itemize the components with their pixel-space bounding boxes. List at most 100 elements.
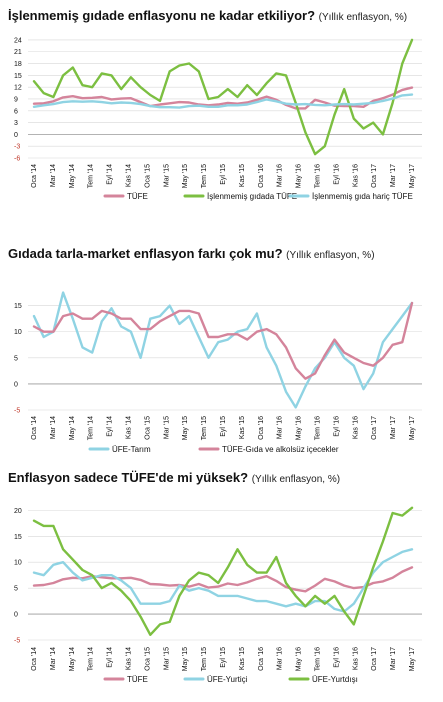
y-tick-label: 10	[14, 329, 22, 336]
y-tick-label: 9	[14, 96, 18, 103]
y-tick-label: 0	[14, 612, 18, 619]
chart-subtitle: (Yıllık enflasyon, %)	[252, 474, 340, 485]
legend-label: TÜFE-Gıda ve alkolsüz içecekler	[222, 445, 339, 454]
y-tick-label: 0	[14, 132, 18, 139]
legend-item: İşlenmemiş gıda hariç TÜFE	[288, 192, 413, 201]
x-tick-label: Oca '17	[371, 416, 378, 440]
x-tick-label: Kas '16	[352, 647, 359, 670]
x-tick-label: Kas '14	[126, 416, 133, 439]
x-tick-label: Oca '16	[258, 416, 265, 440]
y-tick-label: 15	[14, 534, 22, 541]
x-tick-label: Mar '16	[277, 647, 284, 670]
x-tick-label: Kas '14	[126, 164, 133, 187]
legend-label: İşlenmemiş gıda hariç TÜFE	[312, 192, 413, 201]
x-tick-label: Tem '15	[201, 647, 208, 671]
legend-label: ÜFE-Yurtdışı	[312, 675, 358, 684]
x-tick-label: Mar '17	[390, 647, 397, 670]
y-tick-label: -3	[14, 144, 20, 151]
x-tick-label: Oca '16	[258, 647, 265, 671]
series-line-2	[32, 301, 414, 380]
x-tick-label: Eyl '16	[333, 164, 340, 185]
x-tick-label: Oca '15	[144, 647, 151, 671]
x-tick-label: Oca '15	[144, 416, 151, 440]
x-tick-label: Mar '16	[277, 416, 284, 439]
x-tick-label: Tem '16	[315, 647, 322, 671]
x-tick-label: Kas '15	[239, 416, 246, 439]
x-tick-label: May '16	[296, 416, 303, 440]
legend-label: TÜFE	[127, 675, 148, 684]
x-tick-label: Mar '14	[50, 647, 57, 670]
x-tick-label: Tem '14	[88, 416, 95, 440]
y-tick-label: -5	[14, 408, 20, 415]
y-tick-label: 12	[14, 85, 22, 92]
x-tick-label: Tem '14	[88, 647, 95, 671]
x-tick-label: Mar '14	[50, 416, 57, 439]
x-tick-label: Tem '15	[201, 164, 208, 188]
x-tick-label: Kas '16	[352, 164, 359, 187]
legend-item: TÜFE	[103, 675, 148, 684]
legend-item: TÜFE-Gıda ve alkolsüz içecekler	[198, 445, 339, 454]
series-line-3	[32, 93, 414, 109]
x-tick-label: May '16	[296, 647, 303, 671]
y-tick-label: 5	[14, 355, 18, 362]
x-tick-label: Oca '15	[144, 164, 151, 188]
x-tick-label: Mar '17	[390, 416, 397, 439]
chart-subtitle: (Yıllık enflasyon, %)	[319, 12, 407, 23]
chart-panel-2: Gıdada tarla-market enflasyon farkı çok …	[8, 246, 422, 454]
x-tick-label: May '15	[182, 164, 189, 188]
y-tick-label: 3	[14, 120, 18, 127]
series-line-3	[32, 506, 414, 636]
x-tick-label: Eyl '15	[220, 416, 227, 437]
x-tick-label: Tem '14	[88, 164, 95, 188]
y-tick-label: 21	[14, 49, 22, 56]
x-tick-label: May '17	[409, 647, 416, 671]
x-tick-label: Kas '15	[239, 164, 246, 187]
x-tick-label: Kas '16	[352, 416, 359, 439]
x-tick-label: May '17	[409, 416, 416, 440]
x-tick-label: Eyl '16	[333, 416, 340, 437]
legend-item: İşlenmemiş gıdada TÜFE	[183, 192, 297, 201]
legend-item: TÜFE	[103, 192, 148, 201]
x-tick-label: Oca '14	[31, 164, 38, 188]
x-tick-label: Oca '17	[371, 164, 378, 188]
x-tick-label: Kas '15	[239, 647, 246, 670]
y-tick-label: 18	[14, 61, 22, 68]
chart-panel-3: Enflasyon sadece TÜFE'de mi yüksek? (Yıl…	[8, 470, 422, 684]
legend-label: ÜFE-Yurtiçi	[207, 675, 248, 684]
chart-title: Enflasyon sadece TÜFE'de mi yüksek? (Yıl…	[8, 470, 340, 485]
x-tick-label: May '14	[69, 647, 76, 671]
chart-panel-1: İşlenmemiş gıdade enflasyonu ne kadar et…	[8, 8, 422, 201]
legend-label: ÜFE-Tarım	[112, 445, 151, 454]
chart-subtitle: (Yıllık enflasyon, %)	[286, 250, 374, 261]
x-tick-label: Oca '17	[371, 647, 378, 671]
legend-label: TÜFE	[127, 192, 148, 201]
y-tick-label: 0	[14, 381, 18, 388]
series-line-1	[32, 291, 414, 409]
legend-label: İşlenmemiş gıdada TÜFE	[207, 192, 297, 201]
y-tick-label: 6	[14, 108, 18, 115]
legend-item: ÜFE-Yurtdışı	[288, 675, 358, 684]
x-tick-label: Mar '16	[277, 164, 284, 187]
x-tick-label: Mar '15	[163, 164, 170, 187]
legend-item: ÜFE-Yurtiçi	[183, 675, 248, 684]
x-tick-label: May '16	[296, 164, 303, 188]
x-tick-label: May '14	[69, 164, 76, 188]
y-tick-label: -5	[14, 638, 20, 645]
x-tick-label: Oca '16	[258, 164, 265, 188]
y-tick-label: 10	[14, 560, 22, 567]
x-tick-label: Tem '15	[201, 416, 208, 440]
y-tick-label: 20	[14, 508, 22, 515]
series-line-2	[32, 548, 414, 613]
y-tick-label: 15	[14, 303, 22, 310]
x-tick-label: Oca '14	[31, 647, 38, 671]
x-tick-label: Eyl '14	[107, 416, 114, 437]
x-tick-label: Mar '17	[390, 164, 397, 187]
x-tick-label: May '15	[182, 416, 189, 440]
chart-title: Gıdada tarla-market enflasyon farkı çok …	[8, 246, 375, 261]
y-tick-label: 15	[14, 73, 22, 80]
x-tick-label: Mar '14	[50, 164, 57, 187]
x-tick-label: May '15	[182, 647, 189, 671]
x-tick-label: Mar '15	[163, 416, 170, 439]
x-tick-label: Tem '16	[315, 164, 322, 188]
x-tick-label: Eyl '14	[107, 164, 114, 185]
